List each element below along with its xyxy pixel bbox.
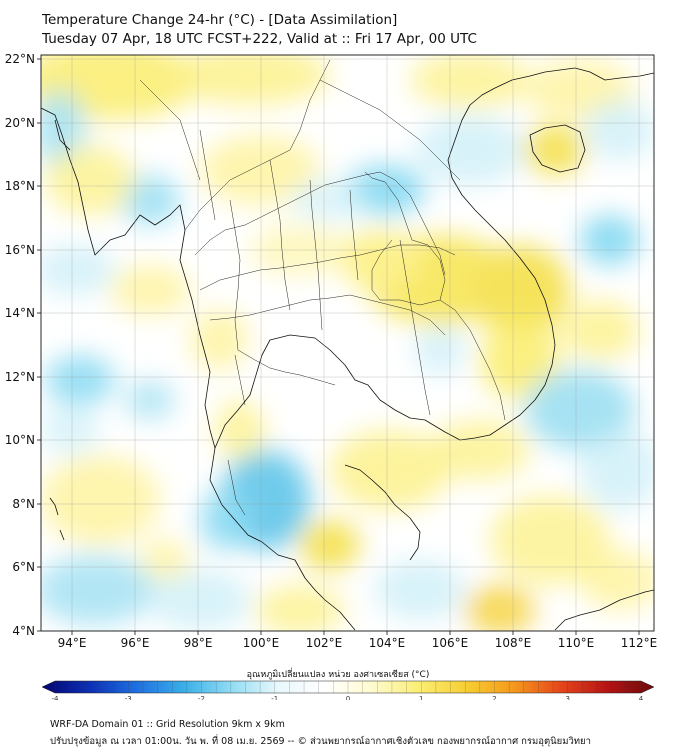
chart-subtitle: Tuesday 07 Apr, 18 UTC FCST+222, Valid a…	[42, 31, 477, 47]
x-tick-label: 100°E	[243, 636, 280, 650]
colorbar-minor-ticks	[54, 681, 642, 693]
gridlines	[41, 55, 654, 631]
x-tick-label: 94°E	[58, 636, 87, 650]
colorbar-tick-label: 4	[639, 695, 644, 700]
y-tick-label: 16°N	[5, 243, 35, 257]
province-boundaries	[139, 59, 506, 516]
x-tick-label: 106°E	[432, 636, 469, 650]
colorbar-ticks: -4 -3 -2 -1 0 1 2 3 4	[52, 695, 644, 700]
x-tick-label: 110°E	[558, 636, 595, 650]
y-tick-label: 12°N	[5, 370, 35, 384]
y-tick-label: 14°N	[5, 306, 35, 320]
colorbar-tick-label: 2	[492, 695, 496, 700]
x-tick-label: 112°E	[621, 636, 658, 650]
colorbar-tick-label: 0	[346, 695, 350, 700]
y-tick-label: 8°N	[12, 497, 35, 511]
map-plot-area	[41, 55, 654, 631]
footer-model-info: WRF-DA Domain 01 :: Grid Resolution 9km …	[50, 719, 285, 730]
map-frame	[40, 54, 655, 632]
colorbar-tick-label: -1	[271, 695, 278, 700]
y-axis-labels: 22°N 20°N 18°N 16°N 14°N 12°N 10°N 8°N 6…	[5, 52, 35, 638]
chart-title: Temperature Change 24-hr (°C) - [Data As…	[42, 12, 398, 28]
y-tick-label: 10°N	[5, 433, 35, 447]
y-tick-label: 6°N	[12, 560, 35, 574]
colorbar-tick-label: 3	[566, 695, 570, 700]
colorbar: -4 -3 -2 -1 0 1 2 3 4	[41, 680, 655, 700]
coastlines-and-borders	[41, 67, 654, 631]
x-axis-labels: 94°E 96°E 98°E 100°E 102°E 104°E 106°E 1…	[58, 636, 658, 650]
y-tick-label: 4°N	[12, 624, 35, 638]
y-axis-ticks	[37, 58, 41, 632]
footer-update-info: ปรับปรุงข้อมูล ณ เวลา 01:00น. วัน พ. ที่…	[50, 736, 591, 747]
x-tick-label: 96°E	[121, 636, 150, 650]
colorbar-tick-label: -4	[52, 695, 60, 700]
y-tick-label: 22°N	[5, 52, 35, 66]
colorbar-title: อุณหภูมิเปลี่ยนแปลง หน่วย องศาเซลเซียส (…	[246, 670, 430, 680]
x-tick-label: 108°E	[495, 636, 532, 650]
colorbar-tick-label: -2	[198, 695, 205, 700]
x-tick-label: 98°E	[184, 636, 213, 650]
x-tick-label: 104°E	[369, 636, 406, 650]
x-tick-label: 102°E	[306, 636, 343, 650]
temperature-change-map: 94°E 96°E 98°E 100°E 102°E 104°E 106°E 1…	[5, 52, 658, 700]
colorbar-tick-label: 1	[419, 695, 423, 700]
y-tick-label: 18°N	[5, 179, 35, 193]
colorbar-tick-label: -3	[125, 695, 132, 700]
y-tick-label: 20°N	[5, 116, 35, 130]
x-axis-ticks	[71, 631, 640, 635]
temperature-field	[41, 55, 654, 631]
